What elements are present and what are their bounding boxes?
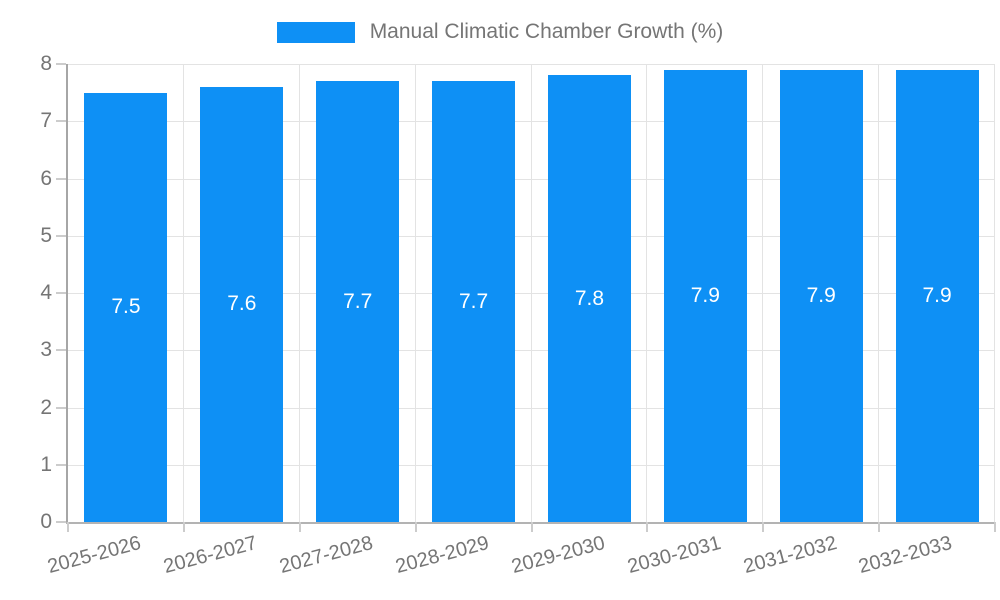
y-tick (56, 349, 66, 352)
gridline (878, 64, 880, 522)
gridline (68, 350, 995, 352)
x-tick-label: 2030-2031 (624, 532, 724, 579)
x-tick (67, 522, 69, 532)
bar-value-label: 7.9 (922, 283, 952, 307)
y-tick (56, 463, 66, 466)
bar (200, 86, 284, 522)
bar (432, 81, 516, 522)
y-tick (56, 120, 66, 123)
gridline (298, 64, 300, 522)
x-tick (878, 522, 881, 532)
bar (895, 69, 979, 522)
bar-value-label: 7.9 (806, 283, 836, 307)
y-tick-label: 4 (40, 281, 52, 304)
y-tick-label: 0 (40, 510, 52, 533)
bar (547, 75, 631, 522)
bar (779, 69, 863, 522)
x-tick (994, 522, 996, 532)
gridline (68, 293, 995, 294)
gridline (68, 407, 995, 409)
bar (84, 92, 168, 522)
bar (663, 69, 747, 522)
y-tick-label: 8 (40, 52, 52, 75)
legend-label: Manual Climatic Chamber Growth (%) (369, 20, 724, 43)
y-tick-label: 2 (40, 395, 52, 419)
x-tick (298, 522, 301, 532)
y-tick-label: 5 (40, 223, 52, 247)
gridline (530, 64, 532, 522)
y-tick-label: 1 (40, 452, 52, 476)
gridline (646, 64, 648, 522)
bar-value-label: 7.9 (690, 283, 720, 307)
x-tick-label: 2028-2029 (393, 532, 492, 579)
x-tick-label: 2031-2032 (740, 532, 839, 579)
x-tick-label: 2026-2027 (161, 532, 260, 579)
gridline (68, 235, 995, 237)
x-tick-label: 2032-2033 (856, 532, 955, 579)
y-tick (56, 234, 66, 237)
x-tick (762, 522, 765, 532)
x-tick (530, 522, 533, 532)
y-axis-line (66, 64, 68, 522)
gridline (68, 121, 995, 123)
bar-value-label: 7.7 (343, 289, 373, 313)
bar-value-label: 7.8 (574, 286, 605, 310)
gridline (68, 64, 995, 65)
gridline (182, 64, 184, 522)
y-tick (56, 521, 66, 523)
y-tick (56, 292, 66, 294)
gridline (414, 64, 416, 522)
x-tick (414, 522, 417, 532)
x-tick-label: 2027-2028 (277, 532, 376, 579)
gridline (994, 64, 995, 522)
x-tick-label: 2029-2030 (509, 532, 608, 579)
gridline (68, 178, 995, 180)
gridline (762, 64, 764, 522)
bar-value-label: 7.5 (111, 295, 141, 319)
gridline (68, 464, 995, 466)
bar (316, 81, 400, 522)
y-tick-label: 7 (40, 109, 52, 133)
bar-value-label: 7.6 (227, 292, 257, 316)
y-tick-label: 3 (40, 338, 52, 362)
x-tick (646, 522, 649, 532)
y-tick (56, 406, 66, 409)
y-tick-label: 6 (40, 166, 52, 190)
y-tick (56, 63, 66, 65)
bar-value-label: 7.7 (458, 289, 489, 313)
plot-area (56, 63, 995, 524)
x-tick (182, 522, 185, 532)
legend-swatch (276, 21, 355, 43)
y-tick (56, 177, 66, 180)
x-tick-label: 2025-2026 (45, 532, 144, 579)
legend[interactable]: Manual Climatic Chamber Growth (%) (0, 20, 1000, 44)
